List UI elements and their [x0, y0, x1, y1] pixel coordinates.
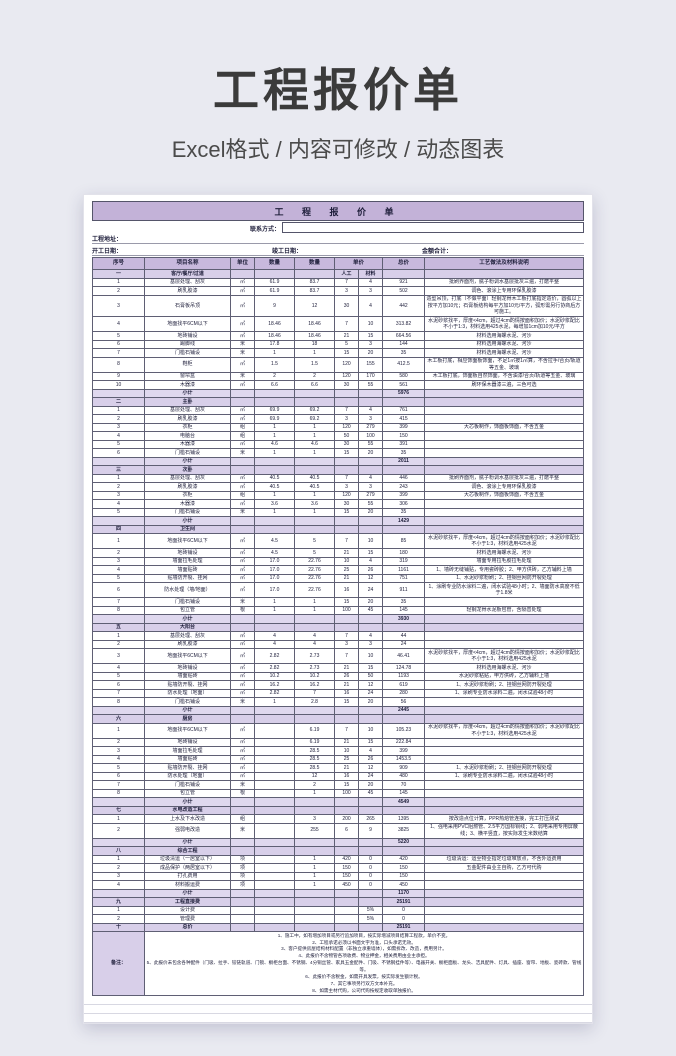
- footer-row: 1 设计费 5% 0: [92, 905, 584, 916]
- table-row: 7 防水处理（地面）㎡ 2.82 7 16 24 280 1、涂刷专业防水涂料二遍，闭水试验4…: [92, 688, 584, 699]
- table-row: 3 衣柜组 1 1 120 279 399 大芯板制作，饰面板饰面，不含五金: [92, 422, 584, 433]
- table-row: 6 防水处理（墙/地面）㎡ 17.0 22.76 16 24 911 1、涂刷专业防水涂料二遍…: [92, 582, 584, 599]
- table-row: 7 门槛石铺设米 1 1 15 20 35 材料选用海螺水泥、河沙: [92, 348, 584, 358]
- address-label: 工程地址：: [92, 237, 123, 243]
- start-date-label: 开工日期：: [92, 249, 123, 255]
- section-row: 三次卧: [92, 465, 584, 475]
- note-line: 5、此报价未包含各种配件（门吸、拉手、铰链轨道、门锁、橱柜台面、不锈钢、4分铜丝…: [146, 960, 582, 973]
- sum-label: 金额合计：: [422, 249, 453, 255]
- subtotal-row: 小计 1170: [92, 888, 584, 899]
- subtotal-row: 小计 2011: [92, 456, 584, 467]
- note-line: 7、其它事项另行双方文本补充。: [330, 980, 398, 986]
- subtotal-row: 小计 5976: [92, 388, 584, 399]
- notes-row: 备注： 1、施工中，如有增加项目或另行追加项目，按实际增减项目结算工程款，单价不变…: [92, 931, 584, 997]
- section-row: 五大阳台: [92, 622, 584, 633]
- note-line: 4、此报价不含物管各项收费、物业押金，相关费用由业主承担。: [298, 953, 430, 959]
- quote-sheet-preview: 工 程 报 价 单 联系方式： 工程地址： 开工日期： 竣工日期： 金额合计： …: [83, 194, 593, 1025]
- note-line: 6、此报价不含税金，如需开具发票，按实际发生额计税。: [305, 973, 423, 979]
- table-row: 2 成品保护（两居室以下）项 1 150 0 150 五金配件由业主自购，乙方可代购: [92, 863, 584, 873]
- note-line: 1、施工中，如有增加项目或另行追加项目，按实际增减项目结算工程款，单价不变。: [277, 932, 451, 938]
- section-row: 六厨房: [92, 714, 584, 724]
- note-line: 3、客户提供房屋结构材料配置（非独立承重墙体），如需拆改、改造，费用另计。: [281, 946, 447, 952]
- table-row: 5 门槛石铺设米 1 1 15 20 35: [92, 507, 584, 518]
- section-row: 二主卧: [92, 397, 584, 407]
- footer-row: 九工程直接费 25191: [92, 897, 584, 907]
- table-row: 2 强弱电改造米 255 6 9 3825 1、强电采用PVC阻燃管、2.5平方国标铜线；2…: [92, 822, 584, 839]
- table-row: 7 门槛石铺设米 1 1 15 20 35: [92, 597, 584, 607]
- table-row: 8 包立管根 1 100 45 145: [92, 788, 584, 799]
- footer-row: 2 管理费 5% 0: [92, 914, 584, 924]
- table-row: 7 门槛石铺设米 2 15 20 70: [92, 780, 584, 790]
- contact-row: 联系方式：: [92, 221, 584, 233]
- section-row: 一客厅/餐厅/过道 人工 材料: [92, 269, 584, 279]
- table-row: 4 材料搬运费项 1 450 0 450: [92, 880, 584, 890]
- subtotal-row: 小计 5220: [92, 837, 584, 848]
- subtotal-row: 小计 4549: [92, 797, 584, 807]
- table-row: 4 电脑台组 1 1 50 100 150: [92, 431, 584, 441]
- page-subtitle: Excel格式 / 内容可修改 / 动态图表: [171, 137, 505, 162]
- dates-row: 开工日期： 竣工日期： 金额合计：: [92, 244, 584, 256]
- section-row: 七水电改造工程: [92, 805, 584, 816]
- footer-row: 十总价 25191: [92, 922, 584, 933]
- table-row: 3 打孔费用项 1 150 0 150: [92, 871, 584, 882]
- address-row: 工程地址：: [92, 233, 584, 244]
- quote-table: 序号 项目名称 单位 数量 数量 单价 总价 工艺做法及材料说明一客厅/餐厅/过道 人工 材料 1 基…: [92, 256, 584, 997]
- table-row: 1 上水及下水改造组 3 200 265 1395 按改造点位计算，PPR热熔管连接，完工打…: [92, 814, 584, 824]
- subtotal-row: 小计 1429: [92, 516, 584, 526]
- section-row: 八综合工程: [92, 846, 584, 856]
- table-row: 8 包立管根 1 1 100 45 145 轻钢龙骨水泥板包管，含隔音处理: [92, 605, 584, 616]
- note-line: 8、如需主材代购，公司代购按规定收取单独报价。: [312, 987, 416, 993]
- table-header-row: 序号 项目名称 单位 数量 数量 单价 总价 工艺做法及材料说明: [92, 256, 584, 271]
- table-row: 8 门槛石铺设米 1 2.8 15 20 56: [92, 697, 584, 707]
- subtotal-row: 小计 3930: [92, 614, 584, 624]
- contact-label: 联系方式：: [250, 227, 281, 233]
- empty-grid-rows: [84, 996, 592, 1024]
- table-row: 6 防水处理（地面）㎡ 12 16 24 480 1、涂刷专业防水涂料二遍，闭水试验48小时: [92, 771, 584, 782]
- table-row: 6 门槛石铺设米 1 1 15 20 35: [92, 448, 584, 458]
- table-row: 3 衣柜组 1 1 120 279 399 大芯板制作，饰面板饰面，不含五金: [92, 490, 584, 501]
- table-row: 1 垃圾清运（一居室以下）项 1 420 0 420 垃圾清运：运至物业指定垃圾堆放点，不含…: [92, 854, 584, 865]
- page-header: 工程报价单 Excel格式 / 内容可修改 / 动态图表: [0, 0, 676, 164]
- page-title: 工程报价单: [213, 64, 463, 116]
- table-row: 9 窗帘盒米 2 2 120 170 580 木工板打底，饰面板自然饰面，不含油漆/合页/轨道…: [92, 371, 584, 382]
- table-row: 6 踢脚线米 17.8 18 5 3 144 材料选用海螺水泥、河沙: [92, 339, 584, 350]
- note-line: 2、工程承诺必须以书面文字为准，口头承诺无效。: [312, 939, 416, 945]
- sheet-title: 工 程 报 价 单: [92, 201, 584, 221]
- finish-date-label: 竣工日期：: [272, 249, 303, 255]
- section-row: 四卫生间: [92, 524, 584, 535]
- subtotal-row: 小计 2445: [92, 705, 584, 716]
- contact-value-field: [282, 222, 584, 233]
